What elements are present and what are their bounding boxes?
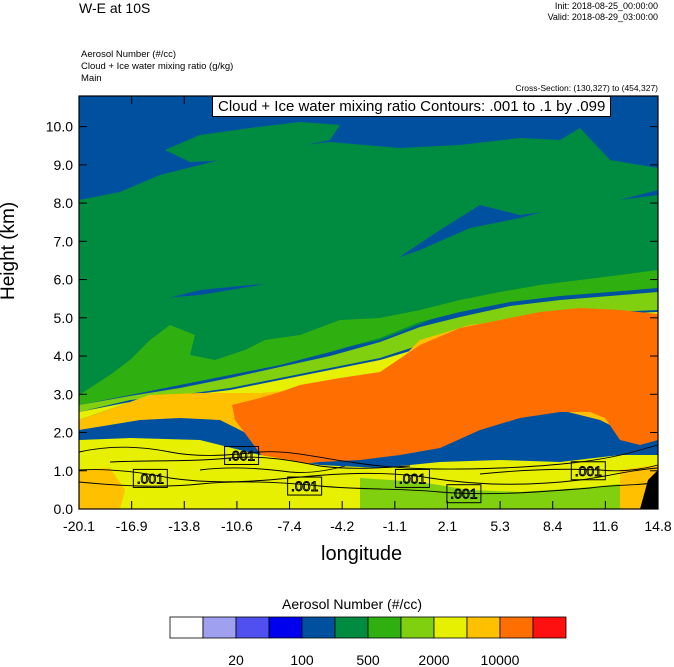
y-tick-label: 9.0 — [54, 157, 74, 173]
colorbar: 20 100 500 2000 10000 — [169, 616, 567, 667]
y-axis-label: Height (km) — [0, 201, 19, 300]
x-tick-label: -13.8 — [168, 518, 200, 534]
contour-label-text: .001 — [137, 470, 164, 486]
field-label-main: Main — [81, 73, 102, 84]
x-tick-label: -10.6 — [221, 518, 253, 534]
contour-label-text: .001 — [228, 447, 255, 463]
colorbar-swatch — [367, 616, 402, 639]
contour-label-text: .001 — [575, 463, 602, 479]
aerosol-region-level-5 — [165, 122, 340, 162]
field-label-cloud-ice: Cloud + Ice water mixing ratio (g/kg) — [81, 61, 234, 72]
y-tick-label: 1.0 — [54, 463, 74, 479]
aerosol-region-level-5 — [79, 128, 658, 325]
x-axis-ticks: -20.1 -16.9 -13.8 -10.6 -7.4 -4.2 -1.1 2.1 5.3 8.… — [63, 96, 672, 534]
colorbar-swatch — [499, 616, 534, 639]
aerosol-region-level-10 — [232, 308, 658, 465]
colorbar-label: 10000 — [481, 652, 520, 667]
y-tick-label: 7.0 — [54, 233, 74, 249]
contour-label-text: .001 — [291, 478, 318, 494]
x-tick-label: -1.1 — [383, 518, 407, 534]
aerosol-region-level-5 — [79, 195, 658, 395]
contour-label: .001 — [570, 461, 606, 481]
contour-label: .001 — [394, 468, 430, 488]
contour-label: .001 — [132, 468, 168, 488]
contour-label: .001 — [287, 476, 323, 496]
colorbar-label: 500 — [356, 652, 380, 667]
x-tick-label: -4.2 — [330, 518, 354, 534]
contour-line — [78, 481, 659, 495]
y-tick-label: 3.0 — [54, 386, 74, 402]
cross-section-label: Cross-Section: (130,327) to (454,327) — [515, 83, 658, 93]
y-tick-label: 10.0 — [46, 119, 73, 135]
colorbar-swatch — [301, 616, 336, 639]
chart-title: W-E at 10S — [79, 0, 151, 16]
contour-line — [109, 456, 411, 469]
y-tick-label: 6.0 — [54, 272, 74, 288]
colorbar-swatch — [466, 616, 501, 639]
aerosol-region-outside — [640, 470, 658, 509]
x-tick-label: -7.4 — [277, 518, 301, 534]
y-tick-label: 5.0 — [54, 310, 74, 326]
contour-line — [199, 465, 346, 473]
heatmap-field — [79, 96, 658, 509]
contour-label: .001 — [446, 484, 482, 504]
contour-label: .001 — [224, 445, 260, 465]
colorbar-swatch — [169, 616, 204, 639]
colorbar-swatch — [334, 616, 369, 639]
y-tick-label: 8.0 — [54, 195, 74, 211]
y-tick-label: 2.0 — [54, 425, 74, 441]
x-tick-label: 14.8 — [644, 518, 671, 534]
colorbar-swatch — [433, 616, 468, 639]
contour-label-text: .001 — [450, 486, 477, 502]
contour-line — [479, 464, 659, 475]
contour-label-text: .001 — [399, 470, 426, 486]
colorbar-label: 100 — [290, 652, 314, 667]
contour-line — [78, 444, 659, 470]
aerosol-region-level-7 — [79, 292, 658, 412]
colorbar-label: 2000 — [418, 652, 449, 667]
cloud-ice-contours: .001 .001 .001 .001 .001 .001 — [78, 444, 659, 504]
x-tick-label: 8.4 — [543, 518, 563, 534]
colorbar-swatch — [235, 616, 270, 639]
field-label-aerosol: Aerosol Number (#/cc) — [81, 49, 177, 60]
colorbar-swatch — [202, 616, 237, 639]
x-tick-label: 5.3 — [490, 518, 510, 534]
y-tick-label: 4.0 — [54, 348, 74, 364]
colorbar-swatch — [532, 616, 567, 639]
contour-info-box: Cloud + Ice water mixing ratio Contours:… — [212, 96, 612, 117]
y-tick-label: 0.0 — [54, 501, 74, 517]
valid-time: Valid: 2018-08-29_03:00:00 — [547, 12, 658, 22]
x-axis-label: longitude — [321, 543, 403, 565]
x-tick-label: 11.6 — [592, 518, 618, 534]
x-tick-label: -16.9 — [116, 518, 148, 534]
init-time: Init: 2018-08-25_00:00:00 — [554, 1, 658, 11]
aerosol-region-level-6 — [79, 270, 658, 405]
colorbar-swatch — [268, 616, 303, 639]
colorbar-label: 20 — [228, 652, 244, 667]
x-tick-label: -20.1 — [63, 518, 95, 534]
colorbar-swatch — [400, 616, 435, 639]
aerosol-region-level-9 — [79, 468, 125, 509]
x-tick-label: 2.1 — [438, 518, 458, 534]
y-axis-ticks: 0.0 1.0 2.0 3.0 4.0 5.0 6.0 7.0 8.0 9.0 10.0 — [46, 119, 658, 517]
colorbar-title: Aerosol Number (#/cc) — [282, 596, 423, 612]
